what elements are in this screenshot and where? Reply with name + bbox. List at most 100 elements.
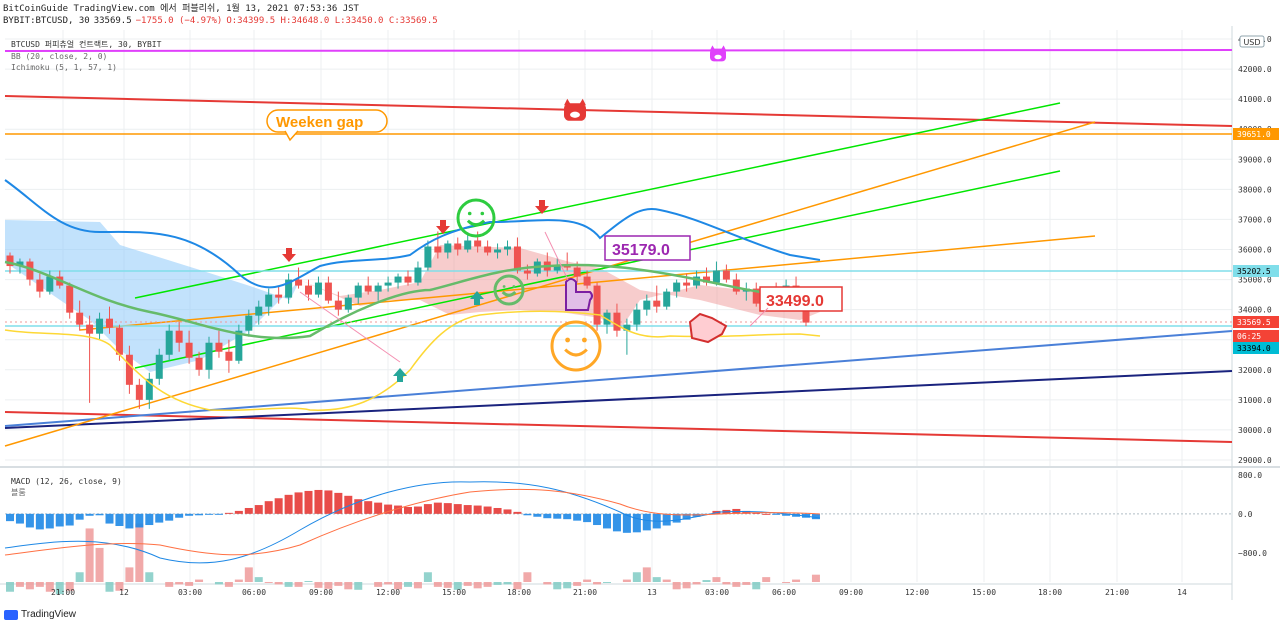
macd-volume-bar [652, 577, 661, 582]
macd-histogram-bar [55, 513, 64, 527]
annotations: Weeken gap 35179.0 33499.0 [266, 45, 843, 382]
macd-volume-bar [344, 582, 353, 590]
candle-body [26, 261, 34, 280]
annotation-pointer-lines [299, 231, 769, 363]
macd-volume-bar [115, 582, 124, 591]
trendline-blue-dark [4, 370, 1233, 429]
macd-histogram-bar [85, 513, 94, 516]
macd-volume-bar [135, 523, 144, 582]
macd-volume-bar [662, 579, 671, 582]
time-tick-label: 15:00 [442, 588, 466, 597]
trendline-red-lower [4, 411, 1233, 443]
macd-volume-bar [324, 582, 333, 589]
arrow-down-icon [282, 248, 296, 262]
arrow-down-icon [535, 200, 549, 214]
macd-volume-bar [264, 582, 273, 583]
candle-body [115, 327, 123, 355]
macd-panel [4, 481, 1232, 595]
smiley-green-small-icon-face [493, 274, 525, 306]
candle-body [752, 288, 760, 304]
macd-histogram-bar [523, 513, 532, 516]
candle-body [66, 285, 74, 313]
macd-volume-bar [583, 579, 592, 582]
scale-badge-box [1239, 35, 1265, 48]
price-tick-label: 37000.0 [1238, 215, 1272, 224]
macd-volume-bar [672, 582, 681, 590]
macd-volume-bar [354, 582, 363, 590]
price-tick-label: 32000.0 [1238, 366, 1272, 375]
candle-body [6, 255, 14, 267]
publish-line: BitCoinGuide TradingView.com 에서 퍼블리쉬, 1월… [3, 4, 359, 14]
candle-body [643, 300, 651, 310]
candle-body [374, 285, 382, 292]
candle-body [106, 318, 113, 328]
candle-body [205, 342, 213, 370]
weekend-gap-callout-tail [284, 130, 299, 142]
macd-volume-bar [593, 582, 602, 585]
macd-histogram-bar [384, 504, 393, 514]
price-badge-box [1233, 342, 1279, 354]
macd-histogram-bar [324, 490, 333, 514]
smiley-green-large-icon-eye [480, 211, 485, 216]
scale-badge: USD [1243, 38, 1260, 47]
macd-volume-bar [543, 582, 552, 585]
macd-volume-bar [25, 582, 34, 590]
macd-histogram-bar [125, 513, 134, 529]
candle-body [593, 285, 601, 325]
pig-magenta-icon-snout [714, 54, 722, 60]
macd-volume-bar [413, 582, 422, 589]
macd-histogram-bar [274, 498, 283, 514]
macd-histogram-bar [762, 513, 771, 515]
smiley-green-small-icon-mouth [501, 290, 517, 297]
candle-body [245, 315, 253, 331]
candle-body [145, 378, 153, 400]
candle-body [324, 282, 332, 301]
price-badge-label: 39651.0 [1237, 130, 1271, 139]
candle-body [305, 285, 312, 295]
tradingview-logo-icon [4, 609, 18, 620]
price-tick-label: 34000.0 [1238, 306, 1272, 315]
macd-histogram-bar [254, 505, 263, 514]
smiley-green-large-icon-eye [467, 211, 472, 216]
arrow-down-icon [436, 220, 450, 234]
candle-body [484, 246, 492, 253]
price-badge-label: 35202.5 [1237, 267, 1271, 276]
macd-histogram-bar [264, 501, 273, 514]
candle-body [135, 384, 143, 400]
macd-histogram-bar [404, 507, 412, 514]
price-badge-box [1233, 265, 1279, 277]
macd-volume-bar [473, 582, 482, 589]
macd-histogram-bar [493, 507, 502, 514]
time-tick-label: 12 [119, 588, 129, 597]
macd-histogram-bar [205, 513, 213, 515]
macd-histogram-bar [374, 502, 383, 514]
macd-histogram-bar [175, 513, 184, 518]
arrow-up-icon [470, 291, 484, 305]
macd-volume-bar [254, 577, 263, 582]
resistance-line-magenta [4, 49, 1233, 52]
legend-macd-sub: 블룸 [11, 487, 26, 497]
time-tick-label: 03:00 [705, 588, 729, 597]
ichimoku-base-line [4, 260, 820, 340]
candle-body [285, 279, 293, 298]
overlays-front [4, 179, 821, 412]
macd-histogram-bar [334, 492, 343, 514]
macd-volume-bar [214, 582, 223, 585]
macd-volume-bar [234, 579, 243, 582]
time-tick-label: 03:00 [178, 588, 202, 597]
price-tick-label: 41000.0 [1238, 95, 1272, 104]
weekend-gap-label: Weeken gap [276, 114, 363, 131]
tradingview-logo[interactable]: TradingView [4, 609, 76, 620]
candle-body [394, 276, 402, 283]
ohlc-values: O:34399.5 H:34648.0 L:33450.0 C:33569.5 [226, 16, 438, 26]
macd-volume-bar [563, 582, 572, 589]
macd-histogram-bar [75, 513, 84, 520]
macd-volume-bar [732, 582, 741, 587]
macd-histogram-bar [513, 511, 522, 514]
macd-line [4, 481, 821, 564]
macd-tick-label: 0.0 [1238, 510, 1253, 519]
macd-volume-bar [65, 582, 74, 591]
time-tick-label: 18:00 [1038, 588, 1062, 597]
candle-body [86, 324, 94, 334]
